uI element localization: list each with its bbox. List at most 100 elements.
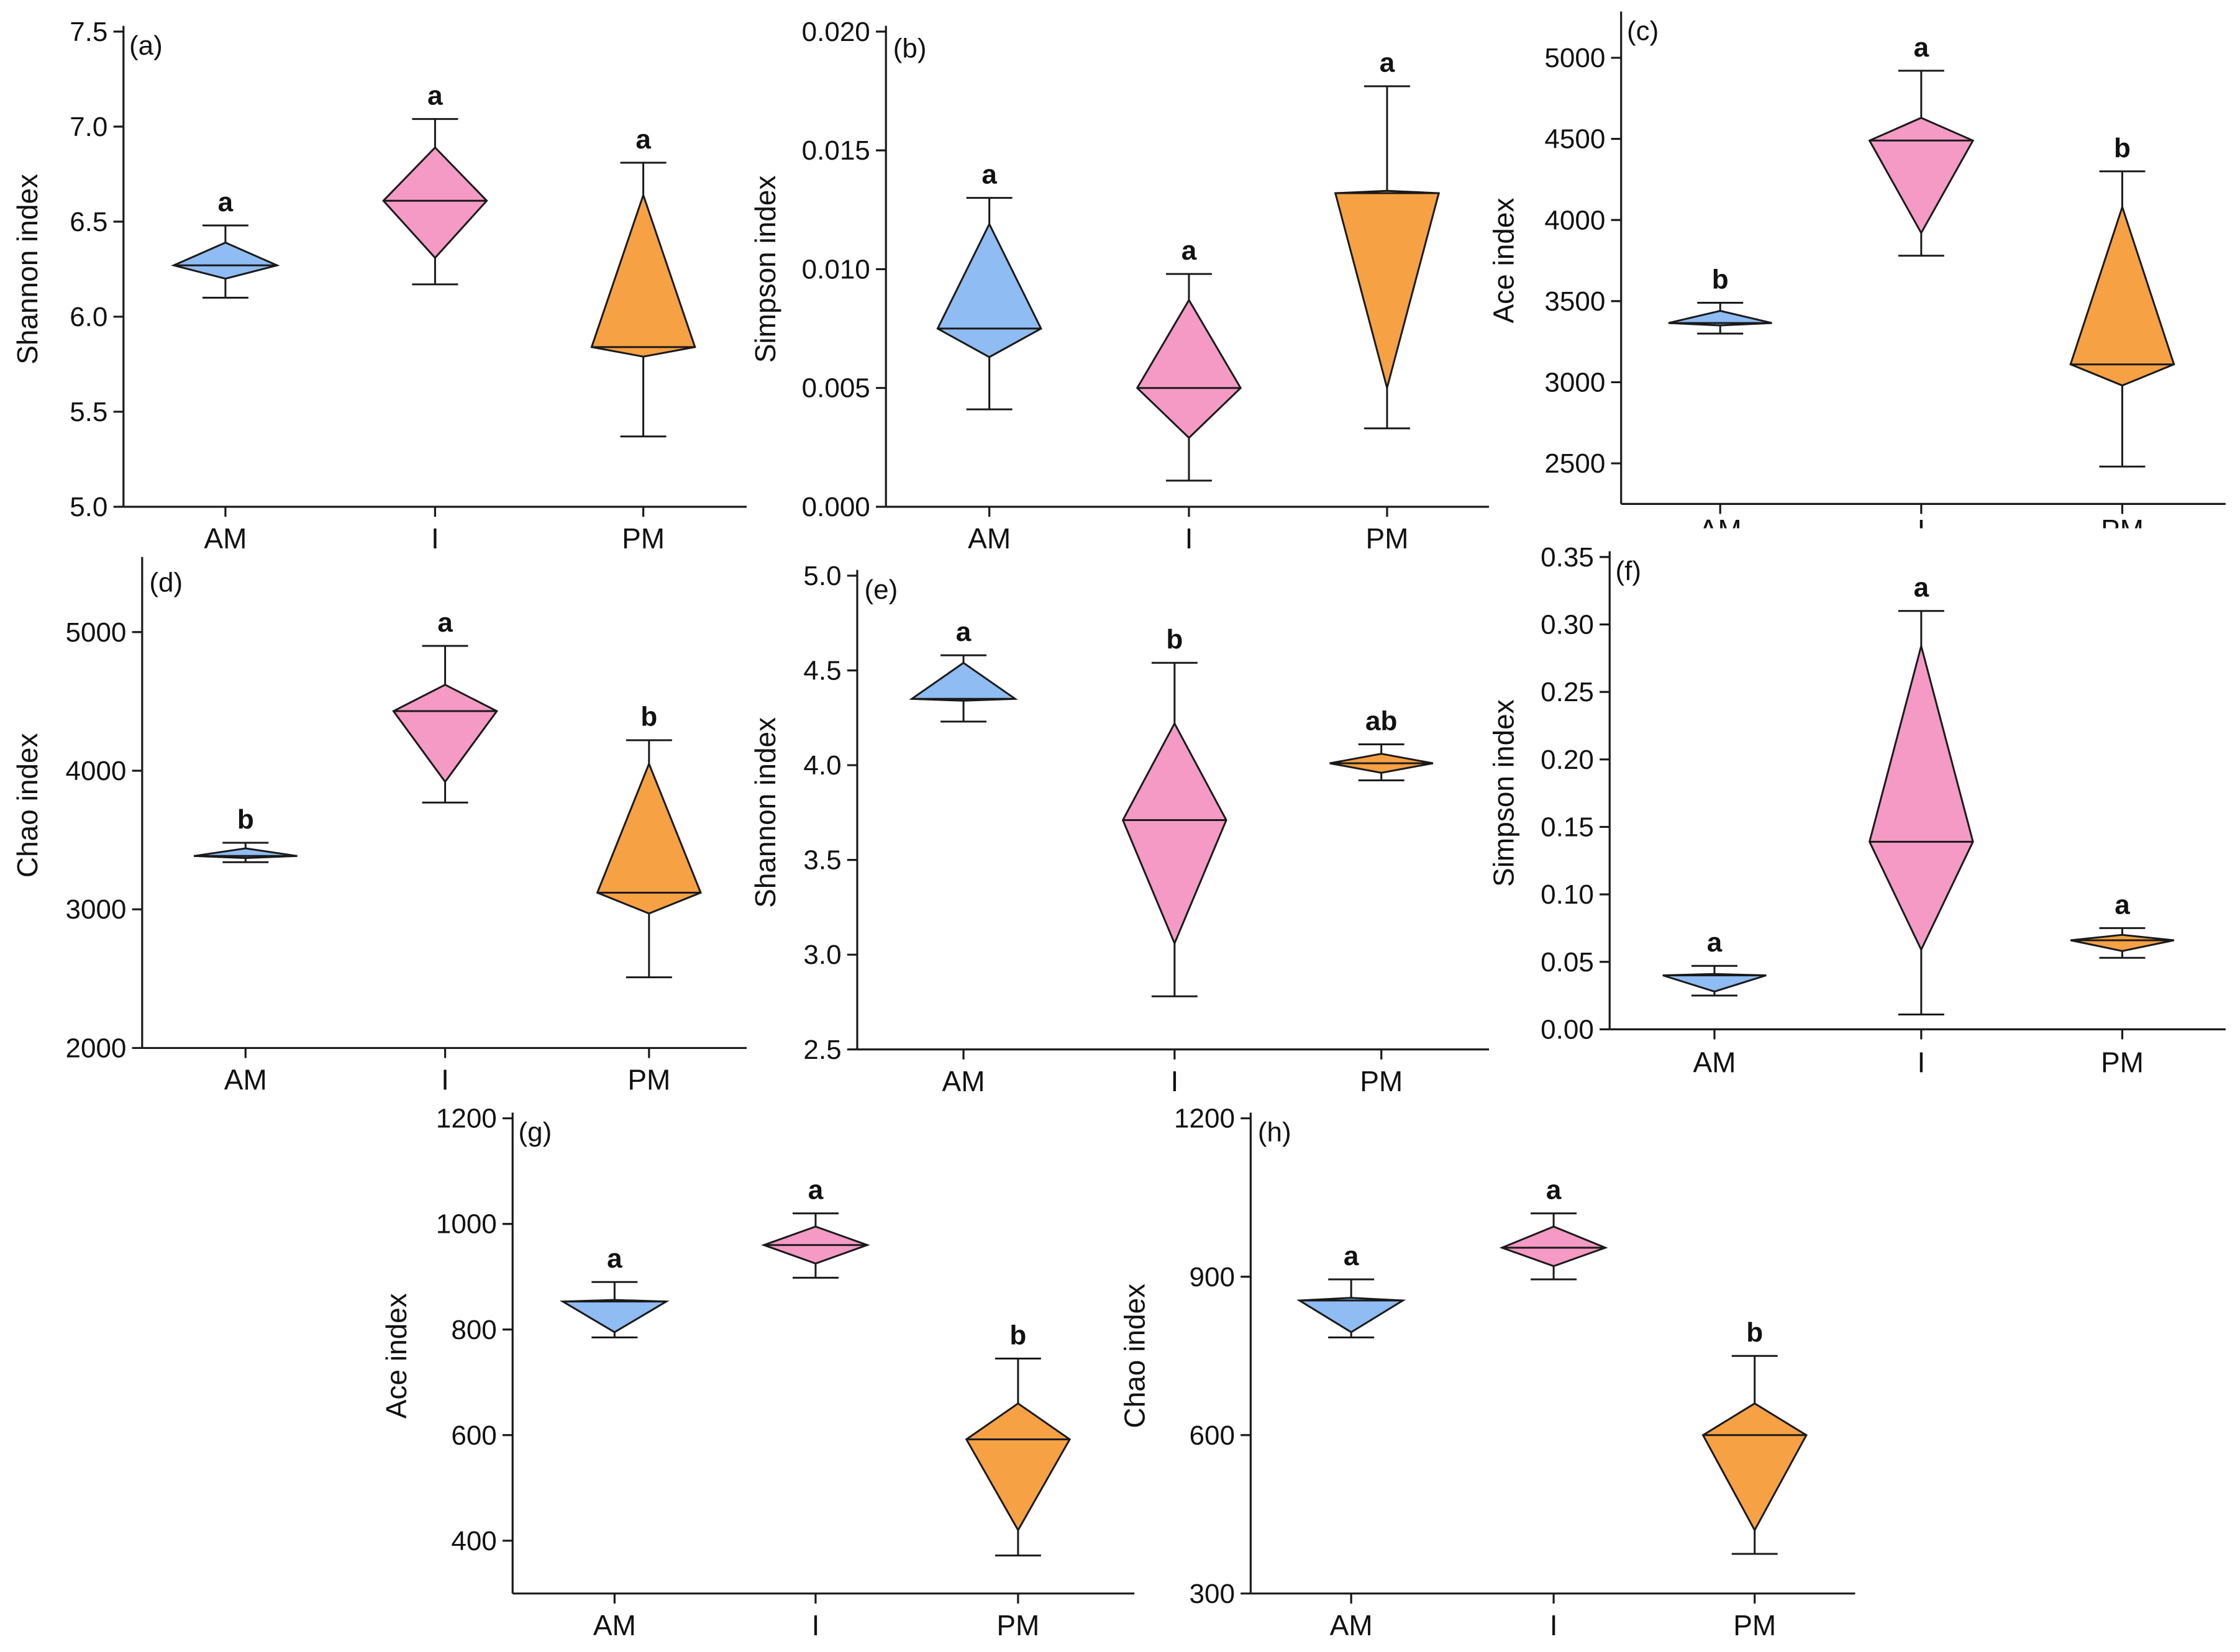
- y-tick-label: 5.0: [803, 561, 841, 591]
- significance-letter: a: [427, 81, 443, 111]
- significance-letter: b: [1712, 264, 1729, 294]
- x-tick-label: PM: [2101, 514, 2144, 546]
- y-axis-title: Shannon index: [11, 174, 43, 365]
- panel-label: (g): [518, 1117, 552, 1148]
- iqr-diamond: [382, 146, 488, 260]
- box-AM: b: [1668, 264, 1772, 335]
- x-tick-label: I: [1917, 1046, 1925, 1079]
- iqr-diamond: [1296, 1297, 1406, 1333]
- y-tick-label: 4000: [1544, 205, 1605, 235]
- y-tick-label: 5000: [1544, 43, 1605, 73]
- x-tick-label: I: [1550, 1609, 1558, 1641]
- significance-letter: a: [1707, 927, 1723, 958]
- panel-b: 0.000 0.005 0.010 0.015 0.020 AM I PM Simpson in…: [749, 17, 1490, 555]
- y-axis-title: Simpson index: [1487, 699, 1519, 887]
- y-tick-label: 1200: [1174, 1104, 1235, 1134]
- x-tick-label: PM: [1733, 1609, 1776, 1641]
- x-tick-label: AM: [942, 1065, 985, 1097]
- y-tick-label: 400: [451, 1526, 496, 1556]
- significance-letter: a: [1181, 235, 1197, 266]
- x-tick-label: PM: [1360, 1065, 1403, 1097]
- iqr-diamond: [965, 1402, 1072, 1532]
- significance-letter: a: [218, 187, 234, 217]
- y-tick-label: 2.5: [803, 1035, 841, 1065]
- significance-letter: a: [1344, 1241, 1359, 1271]
- box-PM: b: [2069, 133, 2175, 468]
- iqr-diamond: [2069, 204, 2175, 387]
- y-axis-title: Ace index: [380, 1293, 412, 1418]
- box-PM: b: [596, 702, 702, 979]
- y-tick-label: 0.15: [1541, 812, 1594, 842]
- y-tick-label: 4000: [66, 756, 127, 786]
- y-tick-label: 0.000: [802, 492, 870, 522]
- y-axis-title: Chao index: [1118, 1284, 1150, 1428]
- y-tick-label: 0.25: [1541, 677, 1594, 707]
- iqr-diamond: [936, 222, 1042, 358]
- box-AM: a: [559, 1243, 670, 1338]
- y-tick-label: 2500: [1544, 448, 1605, 479]
- panel-g: 400 600 800 1000 1200 AM I PM Ace index (g) a a b: [380, 1104, 1135, 1641]
- x-tick-label: PM: [2101, 1046, 2144, 1079]
- box-I: a: [1136, 235, 1242, 482]
- x-tick-label: PM: [996, 1609, 1039, 1641]
- y-tick-label: 1000: [436, 1209, 497, 1240]
- significance-letter: ab: [1365, 706, 1397, 736]
- y-tick-label: 4500: [1544, 124, 1605, 155]
- y-tick-label: 0.20: [1541, 745, 1594, 775]
- iqr-diamond: [171, 241, 280, 280]
- significance-letter: a: [981, 160, 997, 190]
- y-tick-label: 600: [451, 1420, 496, 1451]
- box-I: a: [392, 607, 499, 804]
- significance-letter: b: [237, 804, 254, 835]
- x-tick-label: AM: [968, 522, 1011, 555]
- y-tick-label: 6.5: [70, 207, 107, 237]
- x-tick-label: I: [1170, 1065, 1178, 1097]
- y-axis-title: Shannon index: [749, 717, 781, 908]
- significance-letter: b: [1746, 1317, 1763, 1348]
- panel-e: 2.5 3.0 3.5 4.0 4.5 5.0 AM I PM Shannon index (e) a…: [749, 561, 1490, 1097]
- iqr-diamond: [1121, 721, 1227, 946]
- y-tick-label: 0.10: [1541, 879, 1594, 910]
- y-tick-label: 3000: [66, 894, 127, 925]
- box-PM: a: [2070, 889, 2175, 959]
- panel-c: 2500 3000 3500 4000 4500 5000 AM I PM Ace index (c…: [1487, 11, 2226, 546]
- box-PM: b: [965, 1320, 1072, 1557]
- box-AM: a: [171, 187, 280, 299]
- significance-letter: a: [1914, 573, 1929, 603]
- panel-label: (e): [865, 574, 898, 605]
- iqr-diamond: [559, 1299, 670, 1333]
- y-axis-title: Chao index: [11, 733, 43, 878]
- significance-letter: b: [1009, 1320, 1026, 1350]
- iqr-diamond: [1869, 642, 1974, 952]
- box-I: a: [1868, 32, 1975, 257]
- y-tick-label: 1200: [436, 1104, 497, 1134]
- panel-d: 2000 3000 4000 5000 AM I PM Chao index (d) b a b: [11, 556, 747, 1096]
- panel-f: 0.00 0.05 0.10 0.15 0.20 0.25 0.30 0.35 AM I PM Sim…: [1487, 542, 2226, 1079]
- significance-letter: a: [1914, 32, 1929, 63]
- x-tick-label: I: [1917, 514, 1925, 546]
- y-tick-label: 800: [451, 1315, 496, 1345]
- significance-letter: a: [956, 617, 972, 647]
- iqr-diamond: [596, 761, 702, 915]
- iqr-diamond: [1136, 298, 1242, 440]
- x-tick-label: I: [812, 1609, 820, 1641]
- panel-h: 300 600 900 1200 AM I PM Chao index (h) a a b: [1118, 1104, 1855, 1641]
- significance-letter: b: [2114, 133, 2131, 163]
- y-tick-label: 3000: [1544, 367, 1605, 397]
- y-tick-label: 0.35: [1541, 542, 1594, 573]
- y-tick-label: 3.0: [803, 940, 841, 970]
- y-tick-label: 5.5: [70, 397, 107, 427]
- x-tick-label: I: [441, 1063, 449, 1096]
- iqr-diamond: [590, 192, 696, 358]
- box-PM: a: [1334, 48, 1441, 430]
- x-tick-label: AM: [1699, 514, 1742, 546]
- box-AM: a: [936, 160, 1042, 411]
- y-tick-label: 0.30: [1541, 610, 1594, 640]
- significance-letter: a: [2115, 889, 2130, 920]
- x-tick-label: AM: [1693, 1046, 1736, 1079]
- box-I: b: [1121, 624, 1227, 997]
- iqr-diamond: [2070, 933, 2175, 952]
- box-I: a: [382, 81, 488, 286]
- panel-a: 5.0 5.5 6.0 6.5 7.0 7.5 AM I PM Shannon index (a) a…: [11, 17, 747, 555]
